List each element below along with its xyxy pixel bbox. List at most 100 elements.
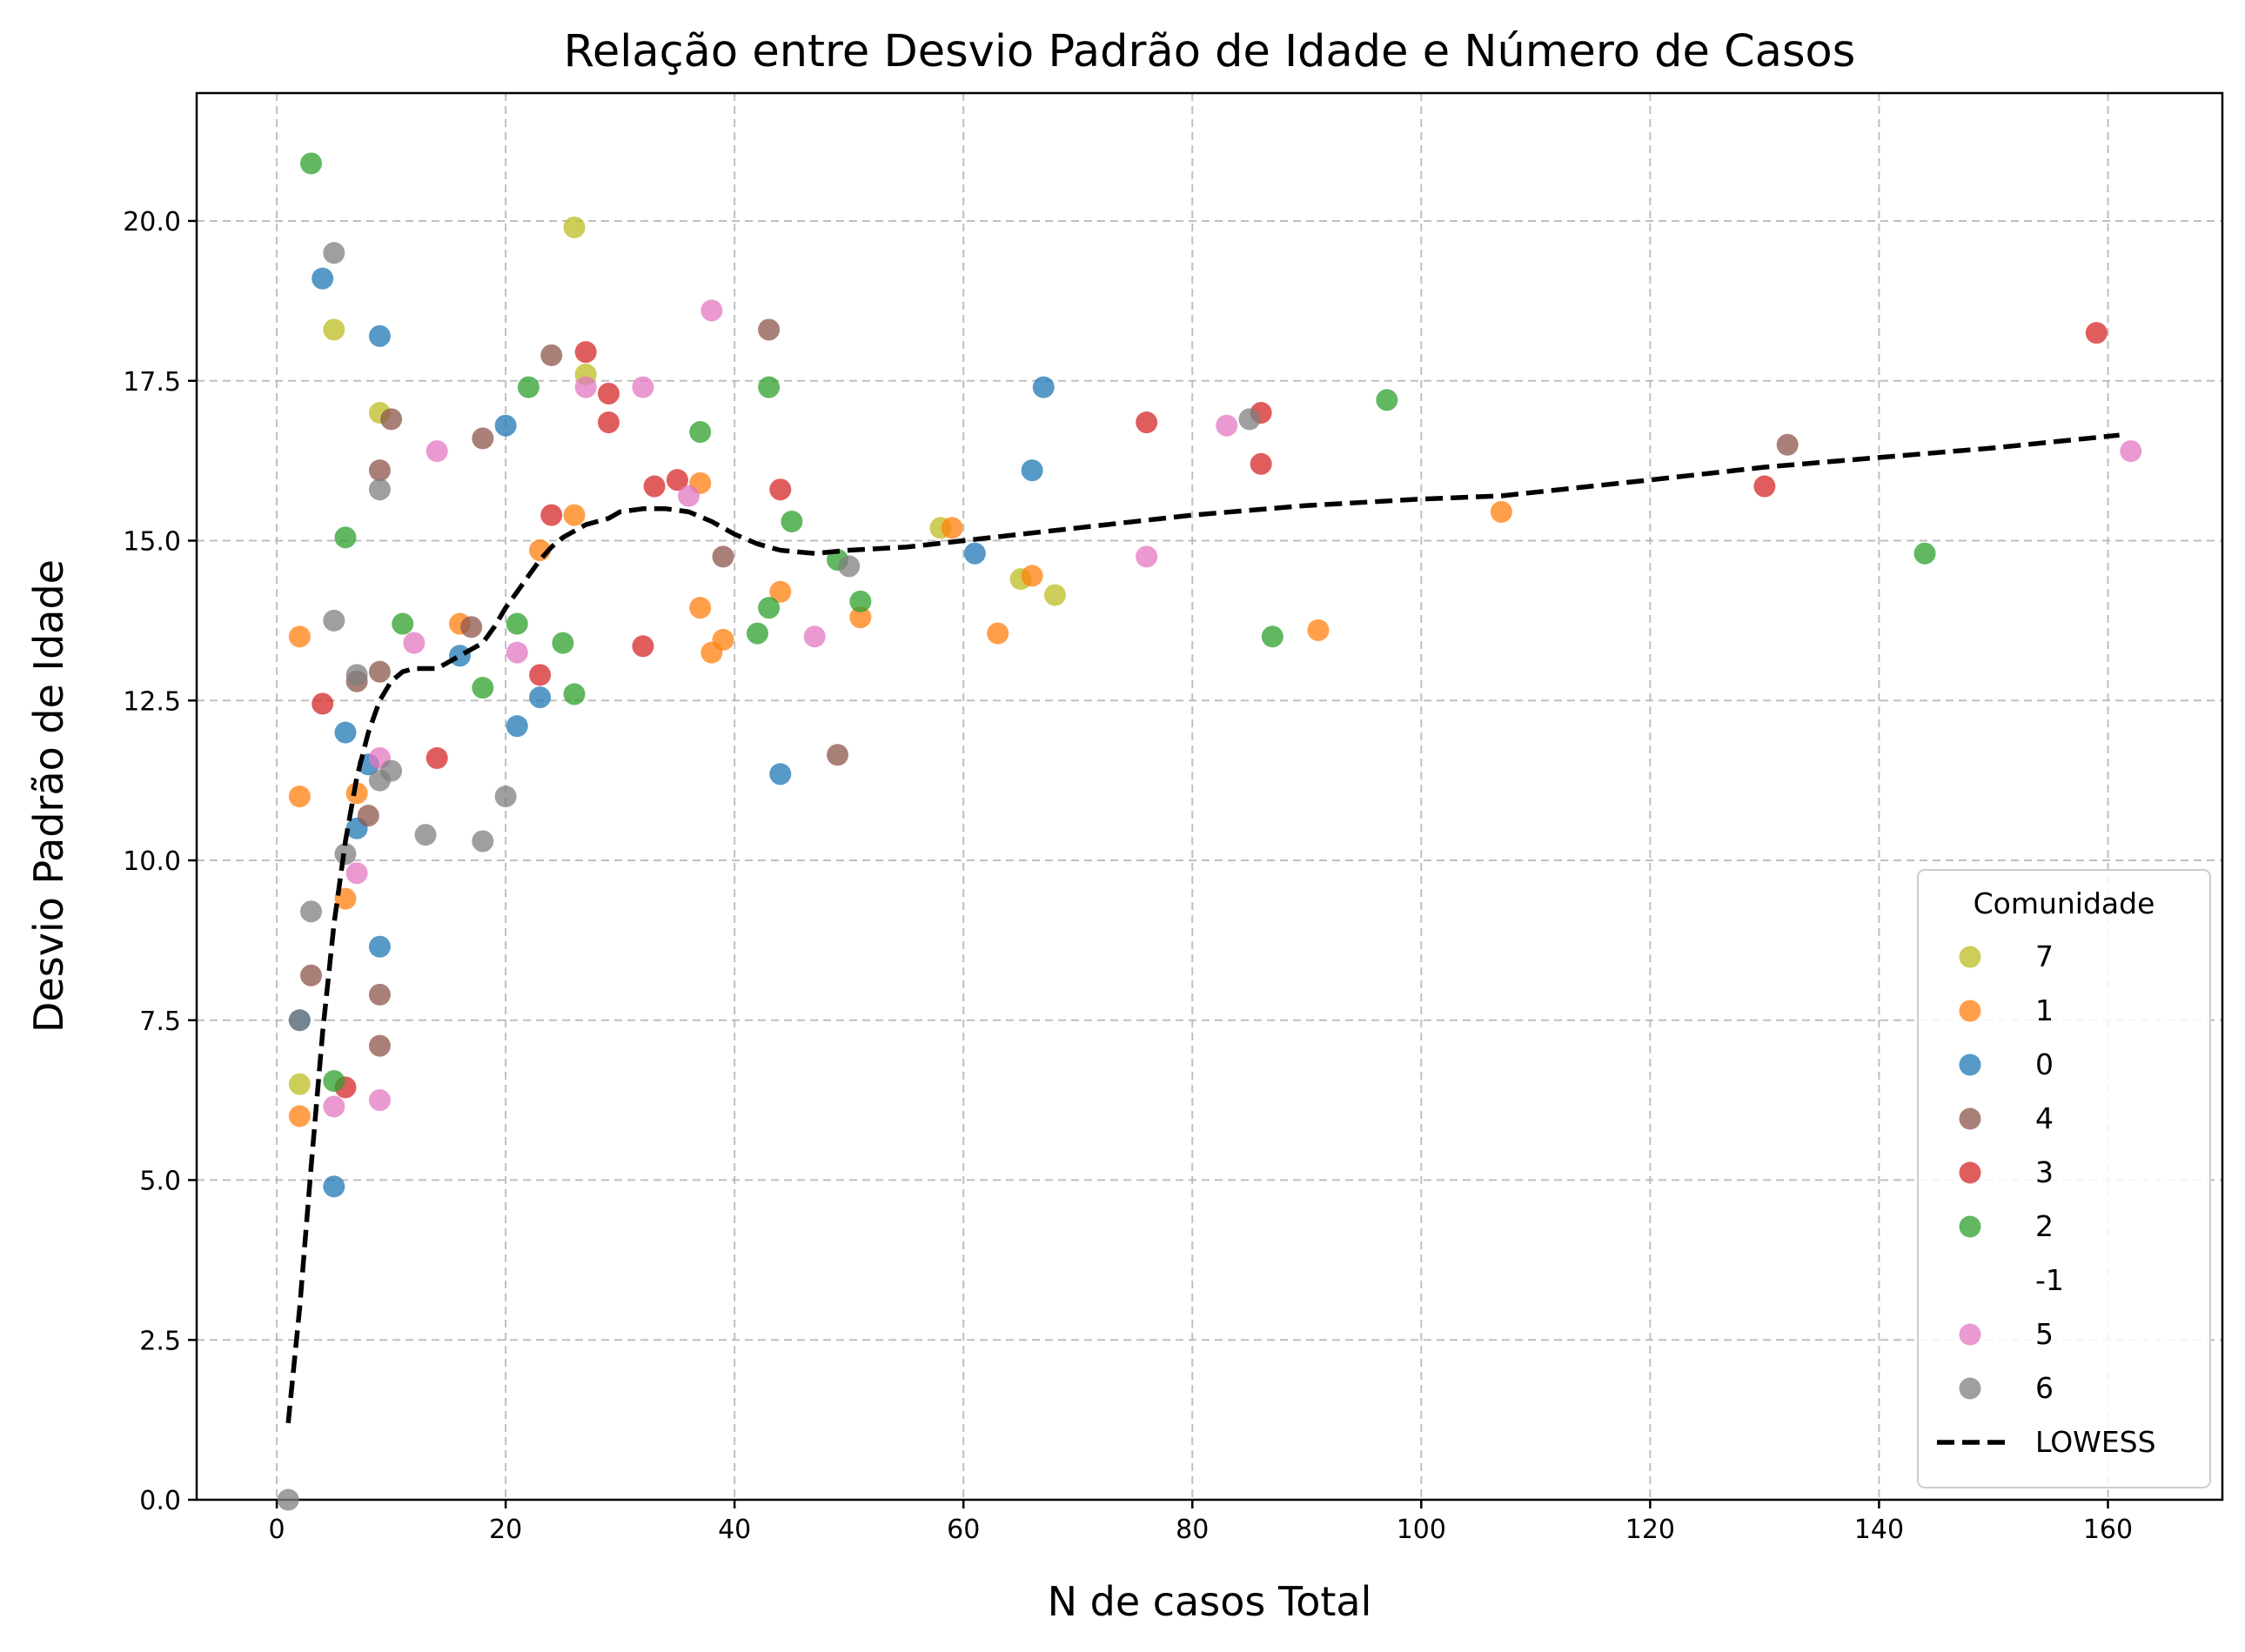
data-point xyxy=(689,597,712,619)
data-point xyxy=(426,746,448,769)
legend-marker xyxy=(1959,1000,1981,1022)
lowess-line xyxy=(285,432,2120,1424)
legend-box xyxy=(1917,869,2211,1488)
data-point xyxy=(323,609,345,632)
legend-entry-label: 2 xyxy=(2035,1209,2054,1243)
y-tick-label: 2.5 xyxy=(139,1326,181,1356)
x-tick-label: 60 xyxy=(947,1515,980,1545)
x-tick-label: 20 xyxy=(489,1515,522,1545)
data-point xyxy=(758,318,781,341)
data-point xyxy=(2085,322,2108,344)
data-point xyxy=(1216,414,1238,437)
data-point xyxy=(700,299,723,322)
data-point xyxy=(403,632,426,654)
data-point xyxy=(552,632,574,654)
data-point xyxy=(529,686,552,709)
data-point xyxy=(506,715,528,738)
y-tick-label: 0.0 xyxy=(139,1486,181,1516)
y-tick-label: 20.0 xyxy=(123,207,181,237)
data-point xyxy=(563,683,586,706)
data-point xyxy=(758,376,781,398)
data-point xyxy=(540,344,563,366)
data-point xyxy=(632,376,654,398)
data-point xyxy=(368,459,391,482)
data-point xyxy=(288,625,311,648)
data-point xyxy=(323,318,345,341)
data-point xyxy=(460,616,483,639)
data-point xyxy=(689,421,712,444)
data-points xyxy=(277,152,2142,1511)
data-point xyxy=(449,645,472,667)
legend-marker xyxy=(1959,1215,1981,1238)
grid xyxy=(197,93,2222,1501)
legend-marker xyxy=(1959,1053,1981,1076)
data-point xyxy=(288,1009,311,1032)
data-point xyxy=(758,597,781,619)
legend-entry-label: 1 xyxy=(2035,993,2054,1027)
data-point xyxy=(312,692,334,715)
data-point xyxy=(1261,625,1283,648)
data-point xyxy=(1753,475,1776,498)
legend-entry-label: 3 xyxy=(2035,1155,2054,1189)
series-3 xyxy=(312,322,2108,1099)
data-point xyxy=(368,935,391,958)
data-point xyxy=(540,504,563,526)
data-point xyxy=(494,414,517,437)
legend-marker xyxy=(1959,1161,1981,1184)
data-point xyxy=(2120,440,2142,463)
legend-entry-label: 4 xyxy=(2035,1101,2054,1135)
data-point xyxy=(827,744,849,766)
data-point xyxy=(345,862,368,885)
data-point xyxy=(1021,459,1043,482)
data-point xyxy=(368,1034,391,1057)
data-point xyxy=(472,427,494,450)
data-point xyxy=(334,526,357,549)
data-point xyxy=(300,900,323,923)
data-point xyxy=(380,408,403,431)
data-point xyxy=(746,622,768,645)
data-point xyxy=(643,475,666,498)
data-point xyxy=(769,580,792,603)
data-point xyxy=(368,324,391,347)
series-2 xyxy=(300,152,1936,1093)
y-tick-label: 10.0 xyxy=(123,846,181,877)
data-point xyxy=(426,440,448,463)
data-point xyxy=(1250,452,1272,475)
data-point xyxy=(632,635,654,658)
data-point xyxy=(472,677,494,699)
series-6 xyxy=(277,242,1261,1511)
y-tick-label: 17.5 xyxy=(123,367,181,398)
data-point xyxy=(712,545,734,568)
data-point xyxy=(941,517,963,539)
y-axis-label: Desvio Padrão de Idade xyxy=(25,559,72,1033)
data-point xyxy=(1136,411,1158,434)
legend-title: Comunidade xyxy=(1974,886,2155,920)
data-point xyxy=(323,1095,345,1118)
data-point xyxy=(1776,433,1799,456)
data-point xyxy=(472,830,494,853)
data-point xyxy=(300,964,323,987)
legend-entry-label: 0 xyxy=(2035,1047,2054,1081)
data-point xyxy=(345,664,368,686)
legend-marker xyxy=(1959,1377,1981,1400)
data-point xyxy=(597,411,620,434)
x-tick-label: 120 xyxy=(1625,1515,1675,1545)
data-point xyxy=(712,628,734,651)
data-point xyxy=(277,1488,299,1511)
series-0 xyxy=(288,267,1055,1198)
data-point xyxy=(300,152,323,175)
data-point xyxy=(769,478,792,501)
data-point xyxy=(769,763,792,786)
data-point xyxy=(1021,565,1043,587)
y-tick-label: 15.0 xyxy=(123,527,181,558)
series-7 xyxy=(288,216,1066,1095)
data-point xyxy=(506,641,528,664)
data-point xyxy=(1913,542,1936,565)
data-point xyxy=(666,469,688,492)
legend-entry-label: -1 xyxy=(2035,1263,2064,1297)
data-point xyxy=(323,1070,345,1093)
data-point xyxy=(414,824,437,846)
data-point xyxy=(987,622,1009,645)
legend-marker xyxy=(1959,1269,1981,1292)
data-point xyxy=(1490,500,1512,523)
